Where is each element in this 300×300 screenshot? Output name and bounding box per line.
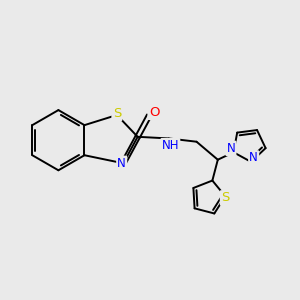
Text: N: N <box>117 157 126 170</box>
Text: S: S <box>221 191 230 204</box>
Text: N: N <box>249 152 258 164</box>
Text: S: S <box>113 107 121 120</box>
Text: N: N <box>226 142 235 155</box>
Text: O: O <box>149 106 159 119</box>
Text: NH: NH <box>162 139 179 152</box>
